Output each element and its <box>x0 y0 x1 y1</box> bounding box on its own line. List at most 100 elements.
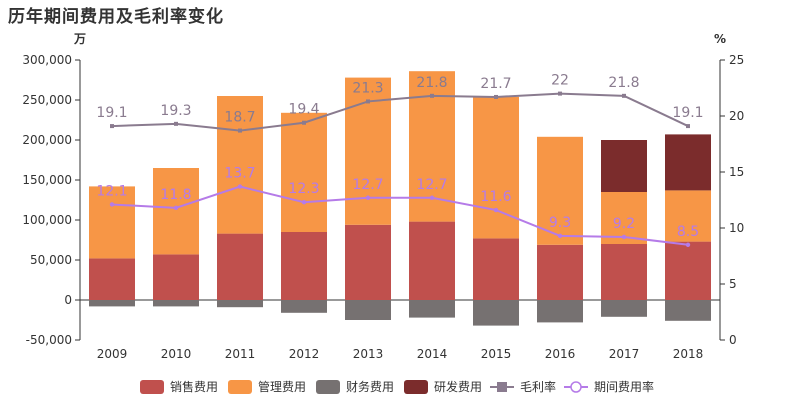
data-label-毛利率: 19.1 <box>96 105 127 121</box>
right-tick-label: 25 <box>729 53 744 67</box>
x-tick-label: 2012 <box>289 347 320 361</box>
legend-marker <box>570 381 582 393</box>
legend-label: 毛利率 <box>520 379 556 394</box>
bar-财务费用 <box>665 300 711 321</box>
left-tick-label: 100,000 <box>22 213 72 227</box>
left-tick-label: 50,000 <box>30 253 72 267</box>
data-label-期间费用率: 13.7 <box>224 166 255 182</box>
bar-财务费用 <box>537 300 583 323</box>
data-label-期间费用率: 9.3 <box>549 215 571 231</box>
right-axis-unit: % <box>714 32 726 46</box>
bar-管理费用 <box>89 186 135 259</box>
line-期间费用率 <box>111 185 689 246</box>
line-毛利率 <box>111 92 689 132</box>
legend-swatch <box>228 380 252 394</box>
x-tick-label: 2015 <box>481 347 512 361</box>
legend-swatch <box>316 380 340 394</box>
bar-管理费用 <box>537 136 583 245</box>
legend-label: 财务费用 <box>346 379 394 394</box>
bar-财务费用 <box>601 300 647 317</box>
data-label-毛利率: 21.3 <box>352 80 383 96</box>
chart-title: 历年期间费用及毛利率变化 <box>8 7 224 27</box>
left-tick-label: 0 <box>64 293 72 307</box>
data-label-毛利率: 21.8 <box>608 75 639 91</box>
bar-研发费用 <box>665 134 711 191</box>
data-label-期间费用率: 12.7 <box>416 177 447 193</box>
data-label-期间费用率: 8.5 <box>677 224 699 240</box>
legend-label: 管理费用 <box>258 379 306 394</box>
legend-item[interactable]: 财务费用 <box>316 379 394 394</box>
bar-财务费用 <box>89 300 135 307</box>
data-label-期间费用率: 11.6 <box>480 189 511 205</box>
bar-销售费用 <box>537 244 583 300</box>
bar-管理费用 <box>281 112 327 232</box>
data-label-毛利率: 19.1 <box>672 105 703 121</box>
bar-销售费用 <box>473 238 519 300</box>
bar-管理费用 <box>665 190 711 242</box>
data-label-毛利率: 22 <box>551 73 569 89</box>
data-label-期间费用率: 12.3 <box>288 181 319 197</box>
bar-销售费用 <box>217 233 263 300</box>
right-tick-label: 0 <box>729 333 737 347</box>
x-tick-label: 2016 <box>545 347 576 361</box>
data-label-毛利率: 21.7 <box>480 76 511 92</box>
data-label-毛利率: 18.7 <box>224 110 255 126</box>
point-期间费用率 <box>685 242 691 247</box>
bar-管理费用 <box>217 96 263 234</box>
x-tick-label: 2009 <box>97 347 128 361</box>
right-tick-label: 5 <box>729 277 737 291</box>
bar-财务费用 <box>153 300 199 307</box>
left-tick-label: 300,000 <box>22 53 72 67</box>
legend-label: 期间费用率 <box>594 379 654 394</box>
point-毛利率 <box>622 93 626 98</box>
right-tick-label: 15 <box>729 165 744 179</box>
point-毛利率 <box>430 93 434 98</box>
point-毛利率 <box>366 99 370 104</box>
bar-销售费用 <box>153 254 199 300</box>
x-tick-label: 2018 <box>673 347 704 361</box>
point-毛利率 <box>238 128 242 133</box>
right-tick-label: 20 <box>729 109 744 123</box>
point-期间费用率 <box>365 195 371 200</box>
legend-label: 销售费用 <box>170 379 218 394</box>
data-label-毛利率: 19.4 <box>288 102 319 118</box>
legend-marker <box>497 382 507 392</box>
point-期间费用率 <box>557 233 563 239</box>
data-label-期间费用率: 11.8 <box>160 187 191 203</box>
left-axis-unit: 万 <box>73 32 86 46</box>
point-期间费用率 <box>621 234 627 240</box>
point-毛利率 <box>558 91 562 96</box>
bar-销售费用 <box>601 244 647 300</box>
legend-item[interactable]: 销售费用 <box>140 379 218 394</box>
x-tick-label: 2014 <box>417 347 448 361</box>
point-期间费用率 <box>429 195 435 200</box>
x-tick-label: 2011 <box>225 347 256 361</box>
data-label-期间费用率: 9.2 <box>613 216 635 232</box>
point-期间费用率 <box>109 202 115 207</box>
bar-财务费用 <box>473 300 519 326</box>
data-label-期间费用率: 12.7 <box>352 177 383 193</box>
legend-label: 研发费用 <box>434 379 482 394</box>
bar-销售费用 <box>665 241 711 300</box>
point-毛利率 <box>302 120 306 125</box>
bar-管理费用 <box>153 168 199 255</box>
legend-item[interactable]: 毛利率 <box>490 379 556 394</box>
bar-财务费用 <box>345 300 391 320</box>
bar-研发费用 <box>601 140 647 192</box>
legend-item[interactable]: 管理费用 <box>228 379 306 394</box>
left-tick-label: 250,000 <box>22 93 72 107</box>
left-tick-label: -50,000 <box>26 333 72 347</box>
x-tick-label: 2010 <box>161 347 192 361</box>
bar-销售费用 <box>89 258 135 300</box>
x-tick-label: 2013 <box>353 347 384 361</box>
legend-item[interactable]: 研发费用 <box>404 379 482 394</box>
bar-财务费用 <box>409 300 455 318</box>
point-毛利率 <box>110 124 114 129</box>
bar-销售费用 <box>409 221 455 300</box>
data-label-毛利率: 21.8 <box>416 75 447 91</box>
bar-管理费用 <box>473 96 519 239</box>
point-毛利率 <box>686 124 690 129</box>
data-label-毛利率: 19.3 <box>160 103 191 119</box>
bar-财务费用 <box>281 300 327 313</box>
legend-item[interactable]: 期间费用率 <box>564 379 654 394</box>
